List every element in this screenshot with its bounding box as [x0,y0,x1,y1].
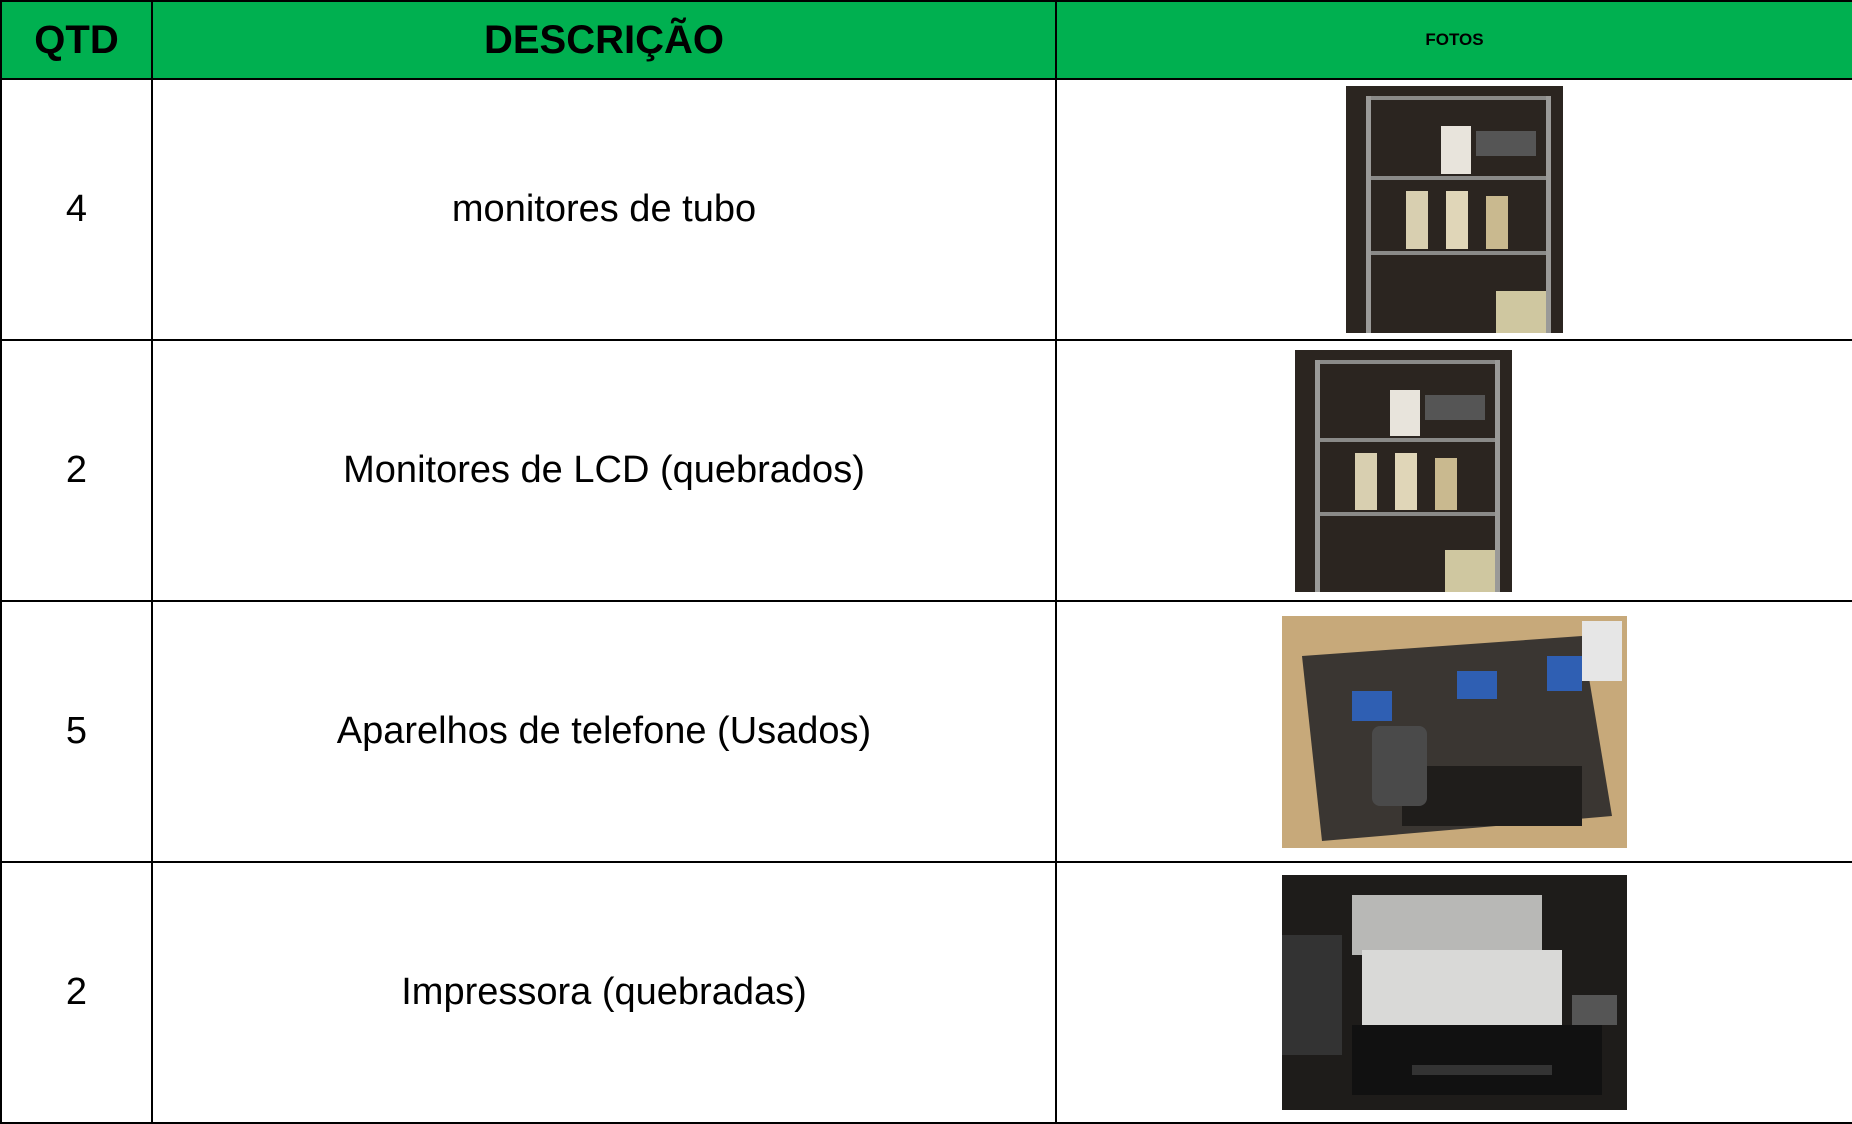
row: 5 Aparelhos de telefone (Usados) [0,600,1852,863]
row: 2 Monitores de LCD (quebrados) [0,339,1852,602]
description: monitores de tubo [151,78,1057,341]
header-cell: QTD [0,0,153,80]
photo-phones [1282,615,1627,848]
qty: 4 [0,78,153,341]
photo-printer [1282,875,1627,1110]
photo-cell [1055,78,1852,341]
description: Monitores de LCD (quebrados) [151,339,1057,602]
photo-cell [1055,600,1852,863]
header-cell: FOTOS [1055,0,1852,80]
qty: 2 [0,339,153,602]
row: 4 monitores de tubo [0,78,1852,341]
qty: 2 [0,861,153,1124]
photo-cell [1055,339,1852,602]
photo-cell [1055,861,1852,1124]
qty: 5 [0,600,153,863]
description: Aparelhos de telefone (Usados) [151,600,1057,863]
description: Impressora (quebradas) [151,861,1057,1124]
photo-shelves [1346,86,1563,333]
row: 2 Impressora (quebradas) [0,861,1852,1124]
header-row: QTD DESCRIÇÃO FOTOS [0,0,1852,80]
photo-shelves [1295,349,1512,592]
header-cell: DESCRIÇÃO [151,0,1057,80]
